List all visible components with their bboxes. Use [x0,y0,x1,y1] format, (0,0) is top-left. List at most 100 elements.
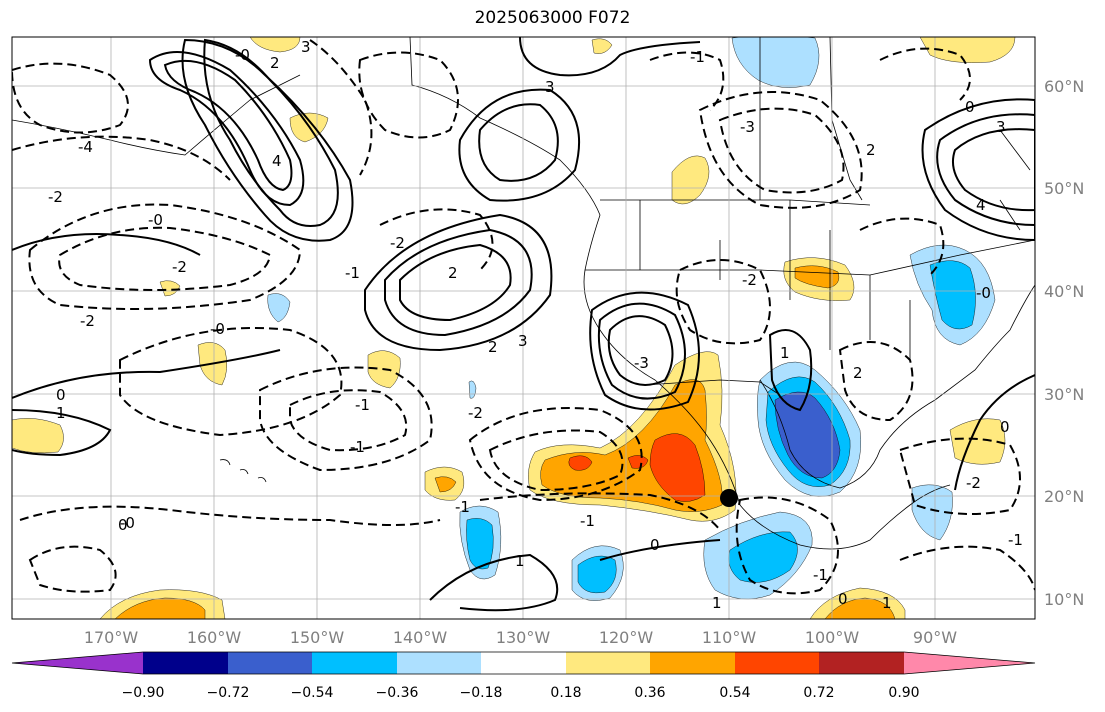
positive-anomaly-region [12,418,64,454]
moderate-negative-anomaly [577,555,617,594]
colorbar-segment [143,652,228,674]
contour-label: -0 [976,284,991,302]
coastline-gulf [759,284,1035,489]
map-frame [11,36,1036,620]
moderate-negative-anomaly [466,518,494,570]
contour-label: -2 [742,271,757,289]
colorbar-segment [312,652,397,674]
strong-positive-anomaly [568,455,593,471]
colorbar-tick-label: −0.54 [291,685,334,701]
state-borders [639,200,911,360]
lat-tick-label: 30°N [1044,385,1084,404]
contour-label: 0 [965,98,975,116]
colorbar-labels: −0.90 −0.72 −0.54 −0.36 −0.18 0.18 0.36 … [122,685,920,701]
colorbar-segment [481,652,566,674]
moderate-positive-anomaly [824,597,896,619]
contour-label: -2 [172,258,187,276]
colorbar-tick-label: −0.18 [460,685,503,701]
storm-center-marker [720,489,738,507]
map-background [12,37,1035,619]
negative-anomaly-region [911,484,953,541]
contour-label: 3 [301,38,311,56]
contour-label: -2 [48,188,63,206]
negative-anomaly-region [267,293,291,323]
moderate-positive-anomaly [794,265,840,289]
lon-tick-label: 100°W [805,628,860,647]
contour-label: 0 [650,536,660,554]
coastline-west-america [409,37,951,550]
contour-label: -2 [966,474,981,492]
colorbar-segment [650,652,735,674]
contour-label: -2 [80,312,95,330]
lat-tick-label: 50°N [1044,179,1084,198]
lon-tick-label: 170°W [84,628,139,647]
longitude-axis: 170°W 160°W 150°W 140°W 130°W 120°W 110°… [84,628,957,647]
contour-label: -1 [345,264,360,282]
aleutian-chain [12,74,301,156]
contour-label: -0 [235,46,250,64]
contour-label: -1 [1008,531,1023,549]
contour-label: 3 [518,332,528,350]
contour-label: 1 [882,594,892,612]
lat-tick-label: 60°N [1044,77,1084,96]
positive-anomaly-region [159,280,181,297]
contour-label: 2 [853,364,863,382]
lat-tick-label: 20°N [1044,487,1084,506]
colorbar-tick-label: 0.90 [888,685,919,701]
positive-anomaly-region [249,37,301,53]
colorbar-outline [11,651,1036,675]
lon-tick-label: 120°W [599,628,654,647]
colorbar-tick-label: −0.90 [122,685,165,701]
coastline-hudson [999,129,1031,231]
contour-label: -0 [148,211,163,229]
contour-label: 2 [448,264,458,282]
contour-label: -2 [390,234,405,252]
colorbar-extend-low [12,652,143,674]
contour-label: -4 [78,138,93,156]
colorbar-tick-label: 0.36 [634,685,665,701]
contour-label: 2 [270,54,280,72]
contour-label: -1 [580,512,595,530]
colorbar-tick-label: −0.72 [207,685,250,701]
colorbar-tick-label: 0.72 [803,685,834,701]
colorbar [11,651,1036,675]
contour-label: 2 [866,141,876,159]
lat-tick-label: 10°N [1044,590,1084,609]
lon-tick-label: 150°W [290,628,345,647]
contour-label: 4 [272,152,282,170]
contour-label: -1 [690,48,705,66]
colorbar-segment [228,652,312,674]
moderate-positive-anomaly [434,476,457,493]
contour-label: -1 [813,566,828,584]
colorbar-extend-high [904,652,1035,674]
contour-label: 0 [838,590,848,608]
contour-label: 1 [515,552,525,570]
contour-label: 1 [712,594,722,612]
graticule [12,37,1035,619]
contour-labels: 3 -0 2 -4 -2 -0 -2 -0 -1 0 1 -2 2 3 4 -3… [48,38,1023,612]
latitude-axis: 60°N 50°N 40°N 30°N 20°N 10°N [1044,77,1084,609]
contour-label: 4 [976,196,986,214]
lon-tick-label: 110°W [702,628,757,647]
lon-tick-label: 130°W [496,628,551,647]
contour-label: 0 [118,516,128,534]
contour-label: -3 [740,118,755,136]
contour-label: 3 [545,78,555,96]
contour-label: -0 [120,514,135,532]
border-us-mexico [644,379,781,396]
moderate-positive-anomaly [114,597,206,619]
contour-label: 0 [56,386,66,404]
contour-label: -1 [350,438,365,456]
colorbar-segment [397,652,481,674]
strong-positive-anomaly [649,433,706,502]
colorbar-tick-label: −0.36 [376,685,419,701]
colorbar-segment [566,652,650,674]
lon-tick-label: 140°W [393,628,448,647]
contour-label: 2 [488,338,498,356]
colorbar-tick-label: 0.18 [550,685,581,701]
colorbar-segment [819,652,904,674]
positive-contours [12,37,1035,612]
strong-negative-anomaly [774,391,841,479]
positive-anomaly-region [919,37,1016,63]
